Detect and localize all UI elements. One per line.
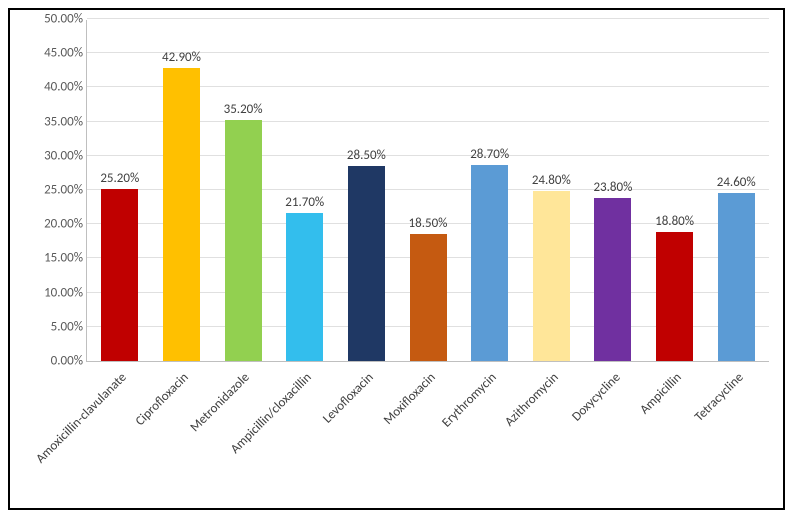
chart-frame: 0.00% 5.00% 10.00% 15.00% 20.00% 25.00% 30.00%…	[8, 8, 785, 510]
y-tick-label: 45.00%	[25, 46, 83, 61]
bar-value-label: 21.70%	[285, 195, 324, 210]
bar	[286, 213, 323, 361]
bar	[348, 166, 385, 361]
y-axis-ticks: 0.00%5.00%10.00%15.00%20.00%25.00%30.00%…	[25, 20, 83, 361]
x-label-slot: Ampicillin/cloxacillin	[273, 362, 335, 494]
y-tick-label: 25.00%	[25, 183, 83, 198]
bar-slot: 28.70%	[459, 20, 521, 361]
plot-area: 0.00%5.00%10.00%15.00%20.00%25.00%30.00%…	[86, 20, 769, 362]
y-tick-label: 0.00%	[25, 354, 83, 369]
y-tick-label: 40.00%	[25, 80, 83, 95]
bar	[101, 189, 138, 361]
x-label-slot: Amoxicillin-clavulanate	[88, 362, 150, 494]
x-label-slot: Levofloxacin	[335, 362, 397, 494]
bar-value-label: 25.20%	[100, 171, 139, 186]
bar-slot: 25.20%	[89, 20, 151, 361]
bar-value-label: 28.50%	[347, 148, 386, 163]
bar-slot: 24.80%	[520, 20, 582, 361]
y-tick-label: 5.00%	[25, 319, 83, 334]
bar-slot: 18.80%	[644, 20, 706, 361]
bar	[410, 234, 447, 361]
y-tick-label: 35.00%	[25, 114, 83, 129]
chart-inner: 0.00%5.00%10.00%15.00%20.00%25.00%30.00%…	[86, 20, 769, 502]
bar-value-label: 42.90%	[162, 50, 201, 65]
bar-slot: 21.70%	[274, 20, 336, 361]
bar-slot: 28.50%	[336, 20, 398, 361]
y-tick-label: 30.00%	[25, 148, 83, 163]
y-tick-label: 10.00%	[25, 285, 83, 300]
x-axis-labels: Amoxicillin-clavulanateCiprofloxacinMetr…	[86, 362, 769, 494]
x-label-slot: Ampicillin	[644, 362, 706, 494]
bar	[718, 193, 755, 361]
x-tick-label: Amoxicillin-clavulanate	[33, 370, 129, 466]
bar-value-label: 24.80%	[532, 173, 571, 188]
bar-slot: 24.60%	[705, 20, 767, 361]
y-tick-label: 20.00%	[25, 217, 83, 232]
bar-value-label: 18.50%	[409, 216, 448, 231]
bar	[594, 198, 631, 361]
bar-value-label: 23.80%	[593, 180, 632, 195]
bar	[225, 120, 262, 361]
bar	[471, 165, 508, 361]
bar-slot: 23.80%	[582, 20, 644, 361]
bars-container: 25.20% 42.90% 35.20% 21.70% 28.50% 18.50% 28.7…	[87, 20, 769, 361]
bar-slot: 42.90%	[151, 20, 213, 361]
bar	[656, 232, 693, 361]
x-label-slot: Tetracycline	[705, 362, 767, 494]
bar	[163, 68, 200, 361]
gridline	[87, 18, 769, 19]
y-tick-label: 50.00%	[25, 12, 83, 27]
bar-slot: 35.20%	[212, 20, 274, 361]
bar-value-label: 24.60%	[717, 175, 756, 190]
x-label-slot: Azithromycin	[520, 362, 582, 494]
x-label-slot: Doxycycline	[582, 362, 644, 494]
bar-value-label: 18.80%	[655, 214, 694, 229]
bar-value-label: 35.20%	[224, 102, 263, 117]
x-tick-label: Ampicillin	[638, 370, 685, 417]
y-tick-label: 15.00%	[25, 251, 83, 266]
bar-slot: 18.50%	[397, 20, 459, 361]
bar-value-label: 28.70%	[470, 147, 509, 162]
bar	[533, 191, 570, 361]
